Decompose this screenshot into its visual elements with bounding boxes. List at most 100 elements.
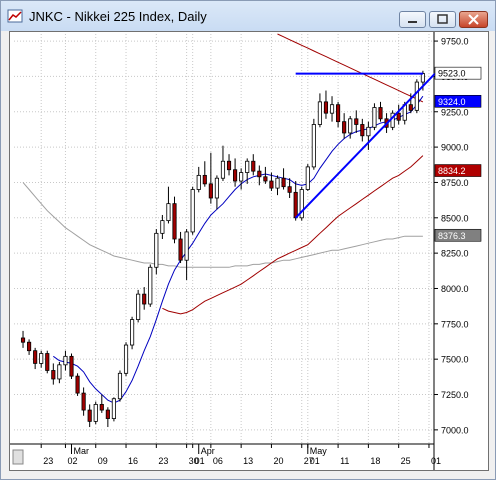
candle-up	[160, 220, 165, 234]
candle-up	[348, 118, 353, 134]
y-tick-label: 9250.0	[441, 107, 469, 117]
x-tick-label: 13	[243, 456, 253, 466]
x-tick-label: 06	[213, 456, 223, 466]
minimize-icon	[408, 21, 417, 23]
candle-down	[226, 160, 232, 171]
candle-up	[220, 160, 226, 179]
x-tick-label: 25	[401, 456, 411, 466]
price-label-box	[434, 164, 482, 177]
price-label-box	[434, 228, 482, 242]
candles	[20, 70, 425, 428]
x-tick-label: 01	[431, 456, 441, 466]
candle-down	[33, 350, 38, 364]
candle-down	[202, 174, 207, 185]
candle-up	[239, 172, 244, 182]
candle-up	[63, 355, 68, 366]
window-title: JNKC - Nikkei 225 Index, Daily	[29, 9, 207, 24]
price-label-box	[434, 66, 482, 80]
y-tick-label: 7500.0	[441, 355, 469, 365]
candle-up	[275, 177, 280, 189]
x-tick-label: 23	[43, 456, 53, 466]
scroll-handle[interactable]	[12, 449, 24, 465]
candle-up	[245, 160, 250, 173]
candle-down	[99, 404, 104, 411]
x-tick-label: 18	[370, 456, 380, 466]
ma-upper-line	[277, 33, 424, 103]
x-tick-label: 16	[128, 456, 138, 466]
candle-up	[414, 81, 419, 111]
candle-up	[117, 372, 123, 400]
candle-down	[360, 124, 365, 137]
candle-up	[111, 398, 116, 419]
candle-down	[208, 183, 213, 199]
candle-down	[105, 409, 110, 419]
candle-up	[299, 189, 304, 219]
price-chart[interactable]: 9750.09500.09250.09000.08750.08500.08250…	[10, 32, 488, 470]
candle-down	[263, 176, 268, 182]
ma-long-line	[22, 182, 423, 268]
candle-up	[190, 189, 195, 233]
price-labels: 9523.0 9324.0 8834.2 8376.3	[434, 66, 482, 242]
candle-down	[281, 177, 286, 188]
y-tick-label: 8750.0	[441, 178, 469, 188]
x-tick-label: 01	[195, 456, 205, 466]
month-label: Mar	[74, 446, 90, 456]
candle-up	[93, 404, 98, 422]
candle-down	[233, 169, 238, 182]
candle-up	[305, 166, 310, 190]
candle-down	[69, 355, 74, 377]
candle-down	[354, 118, 359, 125]
price-label: 9523.0	[438, 69, 466, 79]
candle-up	[136, 293, 141, 320]
candle-down	[87, 409, 92, 422]
candle-up	[57, 364, 62, 380]
price-label: 8376.3	[438, 231, 466, 241]
close-button[interactable]	[459, 11, 488, 28]
candle-down	[142, 293, 147, 305]
candle-down	[323, 101, 329, 114]
month-label: Apr	[201, 446, 215, 456]
candle-down	[51, 370, 56, 380]
candle-up	[130, 319, 135, 346]
y-tick-label: 9000.0	[441, 143, 469, 153]
x-tick-label: 23	[158, 456, 168, 466]
candle-down	[378, 107, 383, 120]
candle-down	[269, 180, 274, 189]
maximize-button[interactable]	[429, 11, 456, 28]
price-label: 9324.0	[438, 97, 466, 107]
candle-down	[178, 238, 183, 261]
candle-up	[420, 73, 425, 83]
y-tick-label: 9750.0	[441, 37, 469, 47]
candle-down	[27, 341, 32, 352]
candle-up	[317, 101, 322, 125]
candle-up	[311, 124, 316, 168]
y-tick-label: 8000.0	[441, 284, 469, 294]
candle-down	[287, 186, 292, 193]
candle-down	[251, 160, 256, 172]
minimize-button[interactable]	[399, 11, 426, 28]
candle-up	[123, 344, 129, 374]
candle-down	[336, 104, 341, 123]
candle-down	[20, 337, 26, 343]
x-tick-label: 02	[67, 456, 77, 466]
x-tick-label: 20	[273, 456, 283, 466]
y-tick-label: 7250.0	[441, 390, 469, 400]
title-bar[interactable]: JNKC - Nikkei 225 Index, Daily	[1, 1, 495, 31]
candle-down	[293, 191, 298, 219]
candle-down	[172, 203, 177, 240]
trendline	[294, 72, 436, 219]
price-axis: 9750.09500.09250.09000.08750.08500.08250…	[434, 37, 469, 435]
candle-up	[372, 107, 377, 128]
x-tick-label: 30	[189, 456, 199, 466]
y-tick-label: 8250.0	[441, 249, 469, 259]
candle-up	[366, 126, 371, 137]
candle-up	[329, 104, 335, 114]
candle-up	[148, 266, 153, 305]
y-tick-label: 7750.0	[441, 319, 469, 329]
y-tick-label: 8500.0	[441, 213, 469, 223]
candle-up	[184, 231, 189, 261]
chart-area[interactable]: 9750.09500.09250.09000.08750.08500.08250…	[9, 31, 489, 471]
candle-up	[154, 232, 159, 268]
